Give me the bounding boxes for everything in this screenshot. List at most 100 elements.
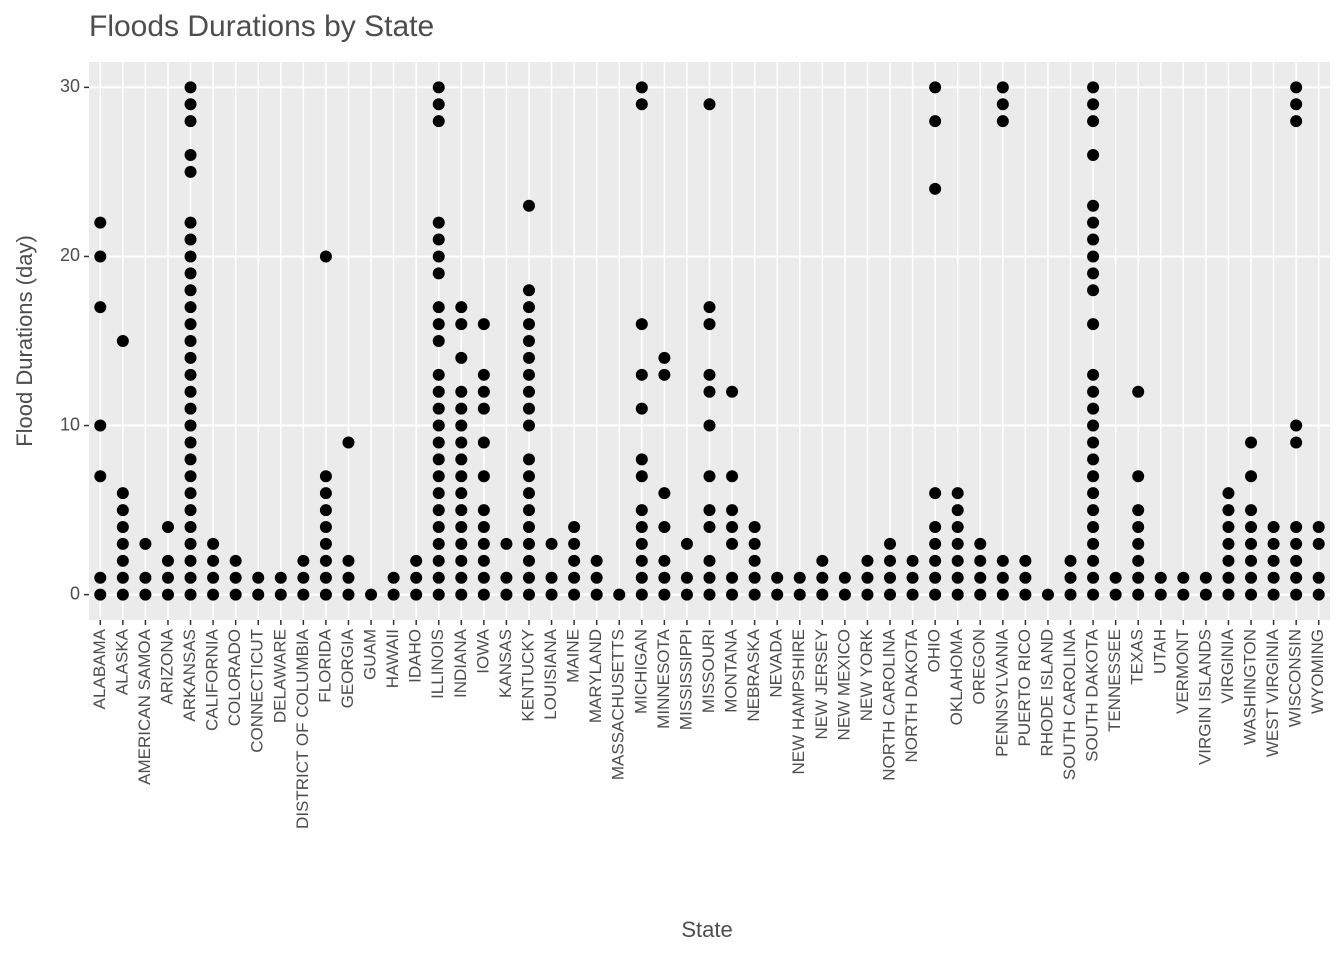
x-tick-label: UTAH [1150,629,1169,674]
point [748,588,761,601]
point [545,588,558,601]
point [951,571,964,584]
x-tick-label: MASSACHUSETTS [609,629,628,780]
point [184,301,197,314]
point [342,554,355,567]
x-tick-label: AMERICAN SAMOA [135,628,154,785]
point [455,318,468,331]
point [455,301,468,314]
point [703,318,716,331]
point [319,588,332,601]
point [477,318,490,331]
point [1132,504,1145,517]
point [1041,588,1054,601]
point [726,588,739,601]
x-tick-label: ALABAMA [90,628,109,709]
point [929,537,942,550]
point [929,182,942,195]
point [229,554,242,567]
point [410,554,423,567]
point [139,537,152,550]
point [658,521,671,533]
point [319,250,332,263]
point [522,419,535,432]
point [568,571,581,584]
point [1245,521,1258,533]
point [726,504,739,517]
point [94,470,107,483]
point [974,537,987,550]
point [929,487,942,500]
point [884,588,897,601]
x-tick-label: OHIO [925,629,944,672]
point [365,588,378,601]
point [929,521,942,533]
point [703,98,716,111]
point [929,571,942,584]
point [703,419,716,432]
point [1199,588,1212,601]
point [1312,537,1325,550]
point [771,588,784,601]
point [929,115,942,128]
x-tick-label: SOUTH DAKOTA [1083,628,1102,762]
point [1087,368,1100,381]
point [184,81,197,94]
point [906,554,919,567]
x-tick-label: CONNECTICUT [248,629,267,753]
point [432,487,445,500]
point [116,521,129,533]
point [432,537,445,550]
point [1132,385,1145,398]
x-tick-label: WYOMING [1308,629,1327,714]
point [161,588,174,601]
x-tick-label: IDAHO [406,629,425,683]
point [455,419,468,432]
point [635,504,648,517]
point [522,487,535,500]
point [1087,216,1100,229]
point [1290,537,1303,550]
point [319,537,332,550]
point [184,149,197,161]
x-tick-label: OKLAHOMA [947,628,966,725]
point [635,521,648,533]
point [703,368,716,381]
point [432,419,445,432]
x-tick-label: GUAM [361,629,380,680]
point [1132,537,1145,550]
x-tick-label: HAWAII [383,629,402,688]
point [319,470,332,483]
point [455,402,468,415]
point [1087,571,1100,584]
point [184,233,197,246]
point [1245,470,1258,483]
point [1109,588,1122,601]
point [229,571,242,584]
point [1087,199,1100,212]
point [726,470,739,483]
x-tick-label: TENNESSEE [1105,629,1124,732]
point [974,588,987,601]
point [635,368,648,381]
point [726,537,739,550]
point [184,250,197,263]
point [1177,588,1190,601]
point [1154,588,1167,601]
point [658,487,671,500]
point [1087,267,1100,280]
point [1245,436,1258,449]
point [522,385,535,398]
point [1087,318,1100,331]
point [1087,149,1100,161]
point [184,588,197,601]
point [1087,419,1100,432]
point [184,487,197,500]
point [545,571,558,584]
point [951,521,964,533]
point [1245,537,1258,550]
point [477,537,490,550]
x-tick-label: VIRGIN ISLANDS [1195,629,1214,765]
point [1222,504,1235,517]
